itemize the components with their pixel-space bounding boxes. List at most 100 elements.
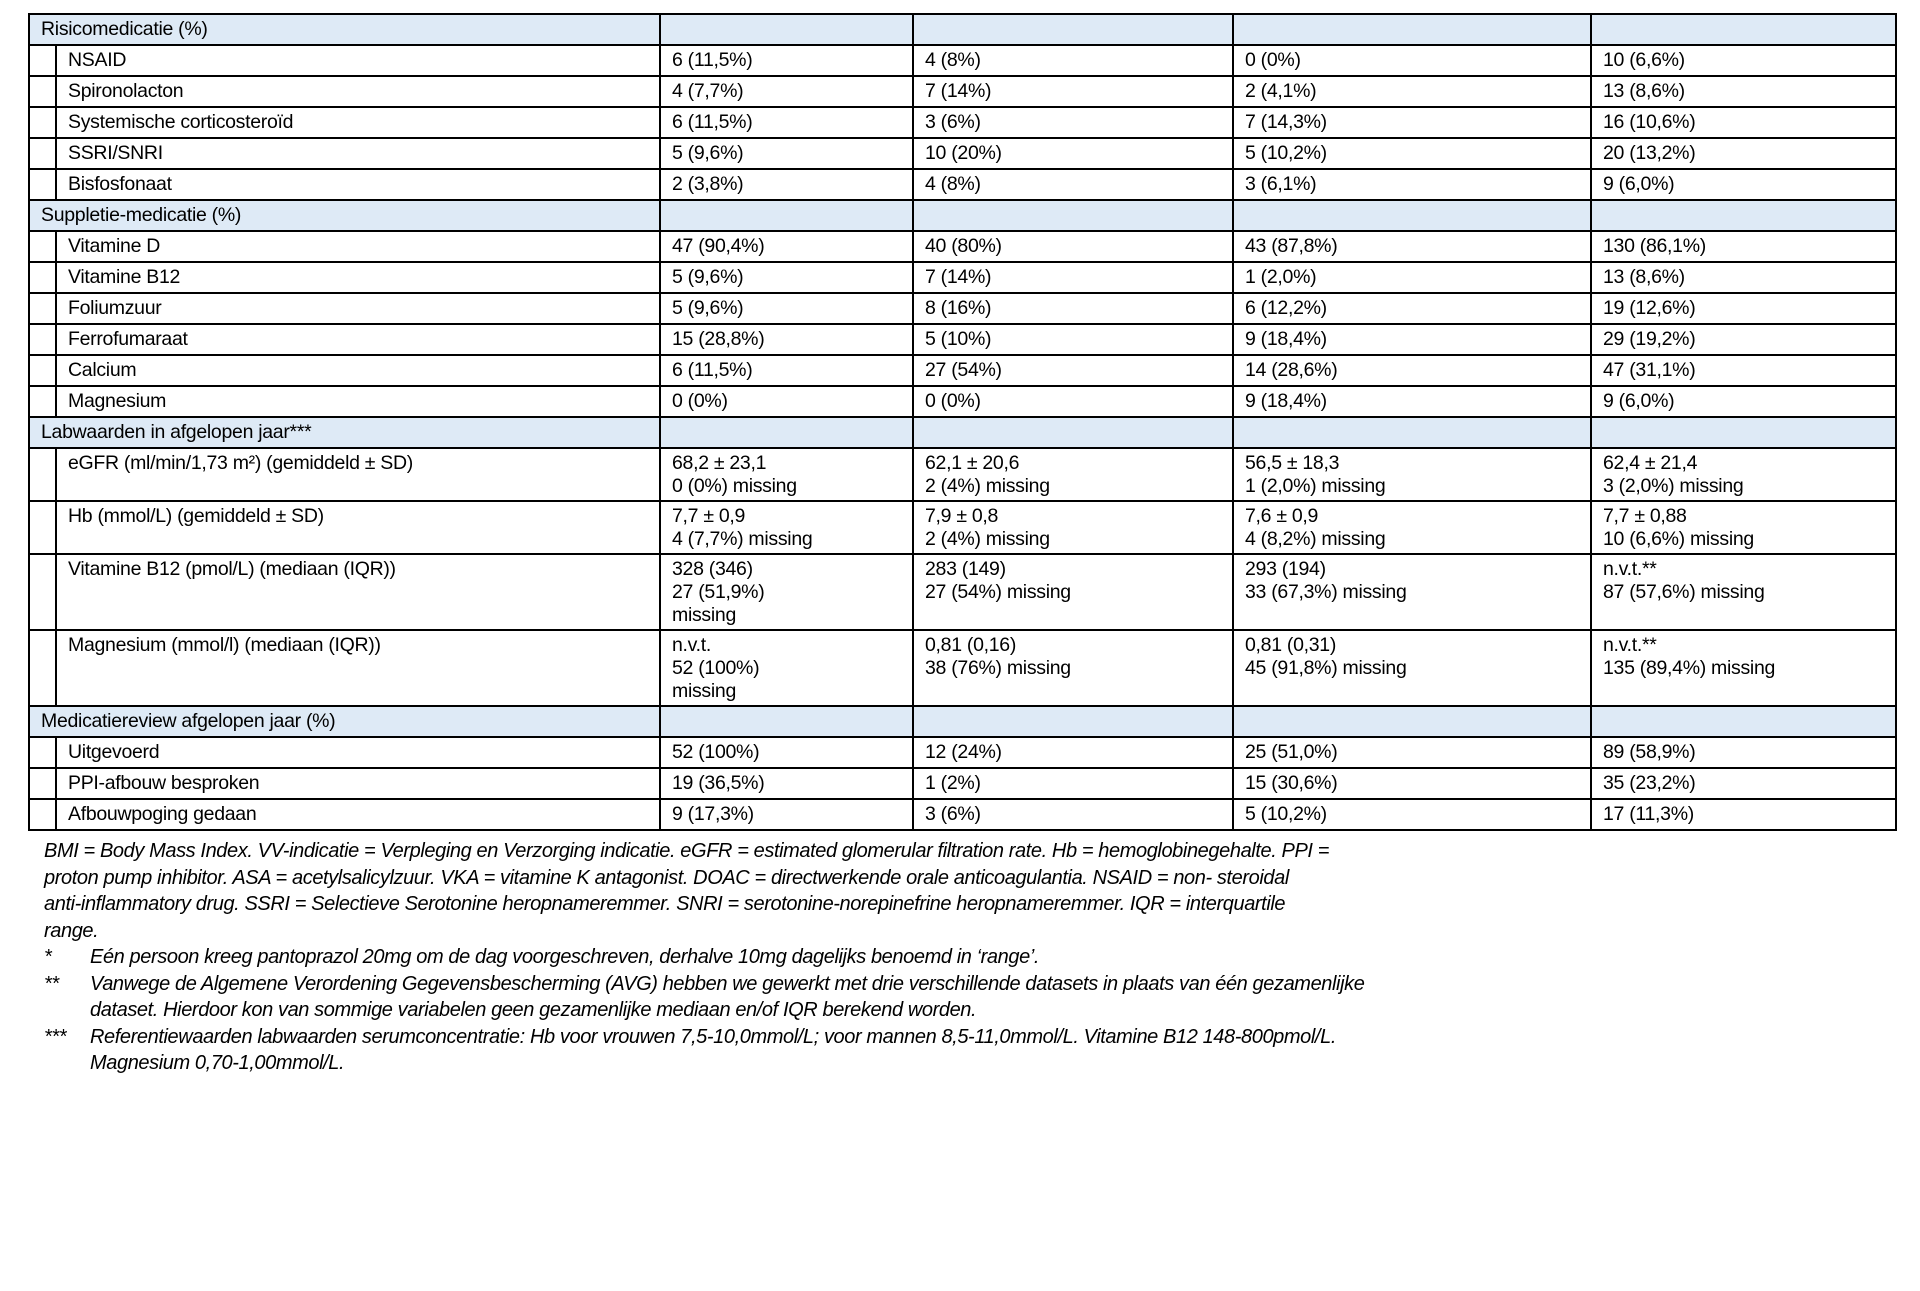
- cell-line: 4 (7,7%) missing: [672, 528, 813, 550]
- value-cell: 52 (100%): [659, 736, 914, 769]
- table-row: Afbouwpoging gedaan 9 (17,3%) 3 (6%) 5 (10,…: [28, 798, 1897, 831]
- table-row: Vitamine B12 5 (9,6%) 7 (14%) 1 (2,0%) 13 (8…: [28, 261, 1897, 294]
- indent-cell: [28, 230, 57, 263]
- cell-line: 0 (0%): [925, 390, 981, 412]
- cell-line: 283 (149): [925, 558, 1006, 580]
- cell-line: 4 (8%): [925, 173, 981, 195]
- value-cell: 2 (4,1%): [1232, 75, 1592, 108]
- value-cell: 16 (10,6%): [1590, 106, 1897, 139]
- cell-line: 5 (9,6%): [672, 142, 744, 164]
- section-blank-cell: [1590, 199, 1897, 232]
- section-blank-cell: [659, 416, 914, 449]
- value-cell: 12 (24%): [912, 736, 1234, 769]
- value-cell: 4 (7,7%): [659, 75, 914, 108]
- value-cell: 10 (20%): [912, 137, 1234, 170]
- row-label-cell: NSAID: [55, 44, 661, 77]
- value-cell: 7,7 ± 0,9 4 (7,7%) missing: [659, 500, 914, 555]
- footnote-marker: **: [44, 972, 59, 995]
- value-cell: 2 (3,8%): [659, 168, 914, 201]
- cell-line: 1 (2,0%) missing: [1245, 475, 1386, 497]
- value-cell: 5 (10%): [912, 323, 1234, 356]
- cell-line: 3 (6,1%): [1245, 173, 1317, 195]
- table-row: Vitamine D 47 (90,4%) 40 (80%) 43 (87,8%) 13…: [28, 230, 1897, 263]
- section-title: Risicomedicatie (%): [28, 13, 661, 46]
- footnotes: BMI = Body Mass Index. VV-indicatie = Ve…: [28, 831, 1895, 1077]
- row-label-cell: Magnesium: [55, 385, 661, 418]
- footnote-lines: Vanwege de Algemene Verordening Gegevens…: [90, 971, 1895, 1024]
- value-cell: 9 (6,0%): [1590, 385, 1897, 418]
- cell-line: 5 (9,6%): [672, 266, 744, 288]
- value-cell: 7,9 ± 0,8 2 (4%) missing: [912, 500, 1234, 555]
- value-cell: 47 (31,1%): [1590, 354, 1897, 387]
- value-cell: 62,4 ± 21,4 3 (2,0%) missing: [1590, 447, 1897, 502]
- cell-line: 10 (6,6%): [1603, 49, 1685, 71]
- cell-line: 29 (19,2%): [1603, 328, 1696, 350]
- value-cell: n.v.t. 52 (100%) missing: [659, 629, 914, 707]
- footnote-row: ** Vanwege de Algemene Verordening Gegeve…: [44, 971, 1895, 1024]
- value-cell: 0,81 (0,16) 38 (76%) missing: [912, 629, 1234, 707]
- table-row: Magnesium (mmol/l) (mediaan (IQR)) n.v.t.…: [28, 629, 1897, 707]
- section-header-row: Medicatiereview afgelopen jaar (%): [28, 705, 1897, 738]
- cell-line: 3 (6%): [925, 803, 981, 825]
- value-cell: 9 (18,4%): [1232, 385, 1592, 418]
- cell-line: 9 (6,0%): [1603, 390, 1675, 412]
- row-label-cell: Bisfosfonaat: [55, 168, 661, 201]
- cell-line: 328 (346): [672, 558, 753, 580]
- indent-cell: [28, 75, 57, 108]
- value-cell: 9 (17,3%): [659, 798, 914, 831]
- value-cell: 7,6 ± 0,9 4 (8,2%) missing: [1232, 500, 1592, 555]
- value-cell: 7 (14%): [912, 75, 1234, 108]
- cell-line: 16 (10,6%): [1603, 111, 1696, 133]
- value-cell: 15 (28,8%): [659, 323, 914, 356]
- cell-line: 7 (14%): [925, 80, 992, 102]
- value-cell: 13 (8,6%): [1590, 261, 1897, 294]
- starred-notes-block: * Eén persoon kreeg pantoprazol 20mg om d…: [44, 944, 1895, 1077]
- section-blank-cell: [912, 416, 1234, 449]
- value-cell: 7 (14%): [912, 261, 1234, 294]
- value-cell: 29 (19,2%): [1590, 323, 1897, 356]
- value-cell: 1 (2,0%): [1232, 261, 1592, 294]
- cell-line: 52 (100%): [672, 741, 760, 763]
- indent-cell: [28, 385, 57, 418]
- cell-line: 2 (4%) missing: [925, 528, 1050, 550]
- cell-line: 130 (86,1%): [1603, 235, 1706, 257]
- table-row: Bisfosfonaat 2 (3,8%) 4 (8%) 3 (6,1%) 9 (6,0…: [28, 168, 1897, 201]
- section-title: Medicatiereview afgelopen jaar (%): [28, 705, 661, 738]
- cell-line: 9 (17,3%): [672, 803, 754, 825]
- cell-line: 27 (54%): [925, 359, 1002, 381]
- cell-line: 4 (8,2%) missing: [1245, 528, 1386, 550]
- value-cell: 5 (9,6%): [659, 137, 914, 170]
- value-cell: 293 (194) 33 (67,3%) missing: [1232, 553, 1592, 631]
- abbreviation-line: BMI = Body Mass Index. VV-indicatie = Ve…: [44, 840, 1330, 862]
- cell-line: 6 (11,5%): [672, 359, 753, 381]
- cell-line: 3 (6%): [925, 111, 981, 133]
- section-title: Labwaarden in afgelopen jaar***: [28, 416, 661, 449]
- row-label-cell: Calcium: [55, 354, 661, 387]
- value-cell: 6 (11,5%): [659, 106, 914, 139]
- cell-line: 9 (6,0%): [1603, 173, 1675, 195]
- cell-line: 52 (100%): [672, 657, 760, 679]
- section-blank-cell: [659, 199, 914, 232]
- cell-line: missing: [672, 604, 736, 626]
- row-label-cell: PPI-afbouw besproken: [55, 767, 661, 800]
- cell-line: 7 (14,3%): [1245, 111, 1327, 133]
- table-row: Uitgevoerd 52 (100%) 12 (24%) 25 (51,0%) 89 …: [28, 736, 1897, 769]
- section-blank-cell: [659, 705, 914, 738]
- section-blank-cell: [1590, 416, 1897, 449]
- section-blank-cell: [1590, 13, 1897, 46]
- cell-line: 9 (18,4%): [1245, 390, 1327, 412]
- cell-line: 135 (89,4%) missing: [1603, 657, 1776, 679]
- section-blank-cell: [1232, 199, 1592, 232]
- row-label-cell: eGFR (ml/min/1,73 m²) (gemiddeld ± SD): [55, 447, 661, 502]
- value-cell: 0,81 (0,31) 45 (91,8%) missing: [1232, 629, 1592, 707]
- value-cell: 7,7 ± 0,88 10 (6,6%) missing: [1590, 500, 1897, 555]
- cell-line: 7 (14%): [925, 266, 992, 288]
- footnote-line: Vanwege de Algemene Verordening Gegevens…: [90, 972, 1365, 995]
- cell-line: 87 (57,6%) missing: [1603, 581, 1765, 603]
- row-label-cell: Spironolacton: [55, 75, 661, 108]
- value-cell: 43 (87,8%): [1232, 230, 1592, 263]
- medication-table-body: Risicomedicatie (%) NSAID 6 (11,5%) 4 (8%) 0…: [28, 13, 1897, 831]
- value-cell: 4 (8%): [912, 168, 1234, 201]
- row-label-cell: Vitamine D: [55, 230, 661, 263]
- value-cell: 5 (10,2%): [1232, 798, 1592, 831]
